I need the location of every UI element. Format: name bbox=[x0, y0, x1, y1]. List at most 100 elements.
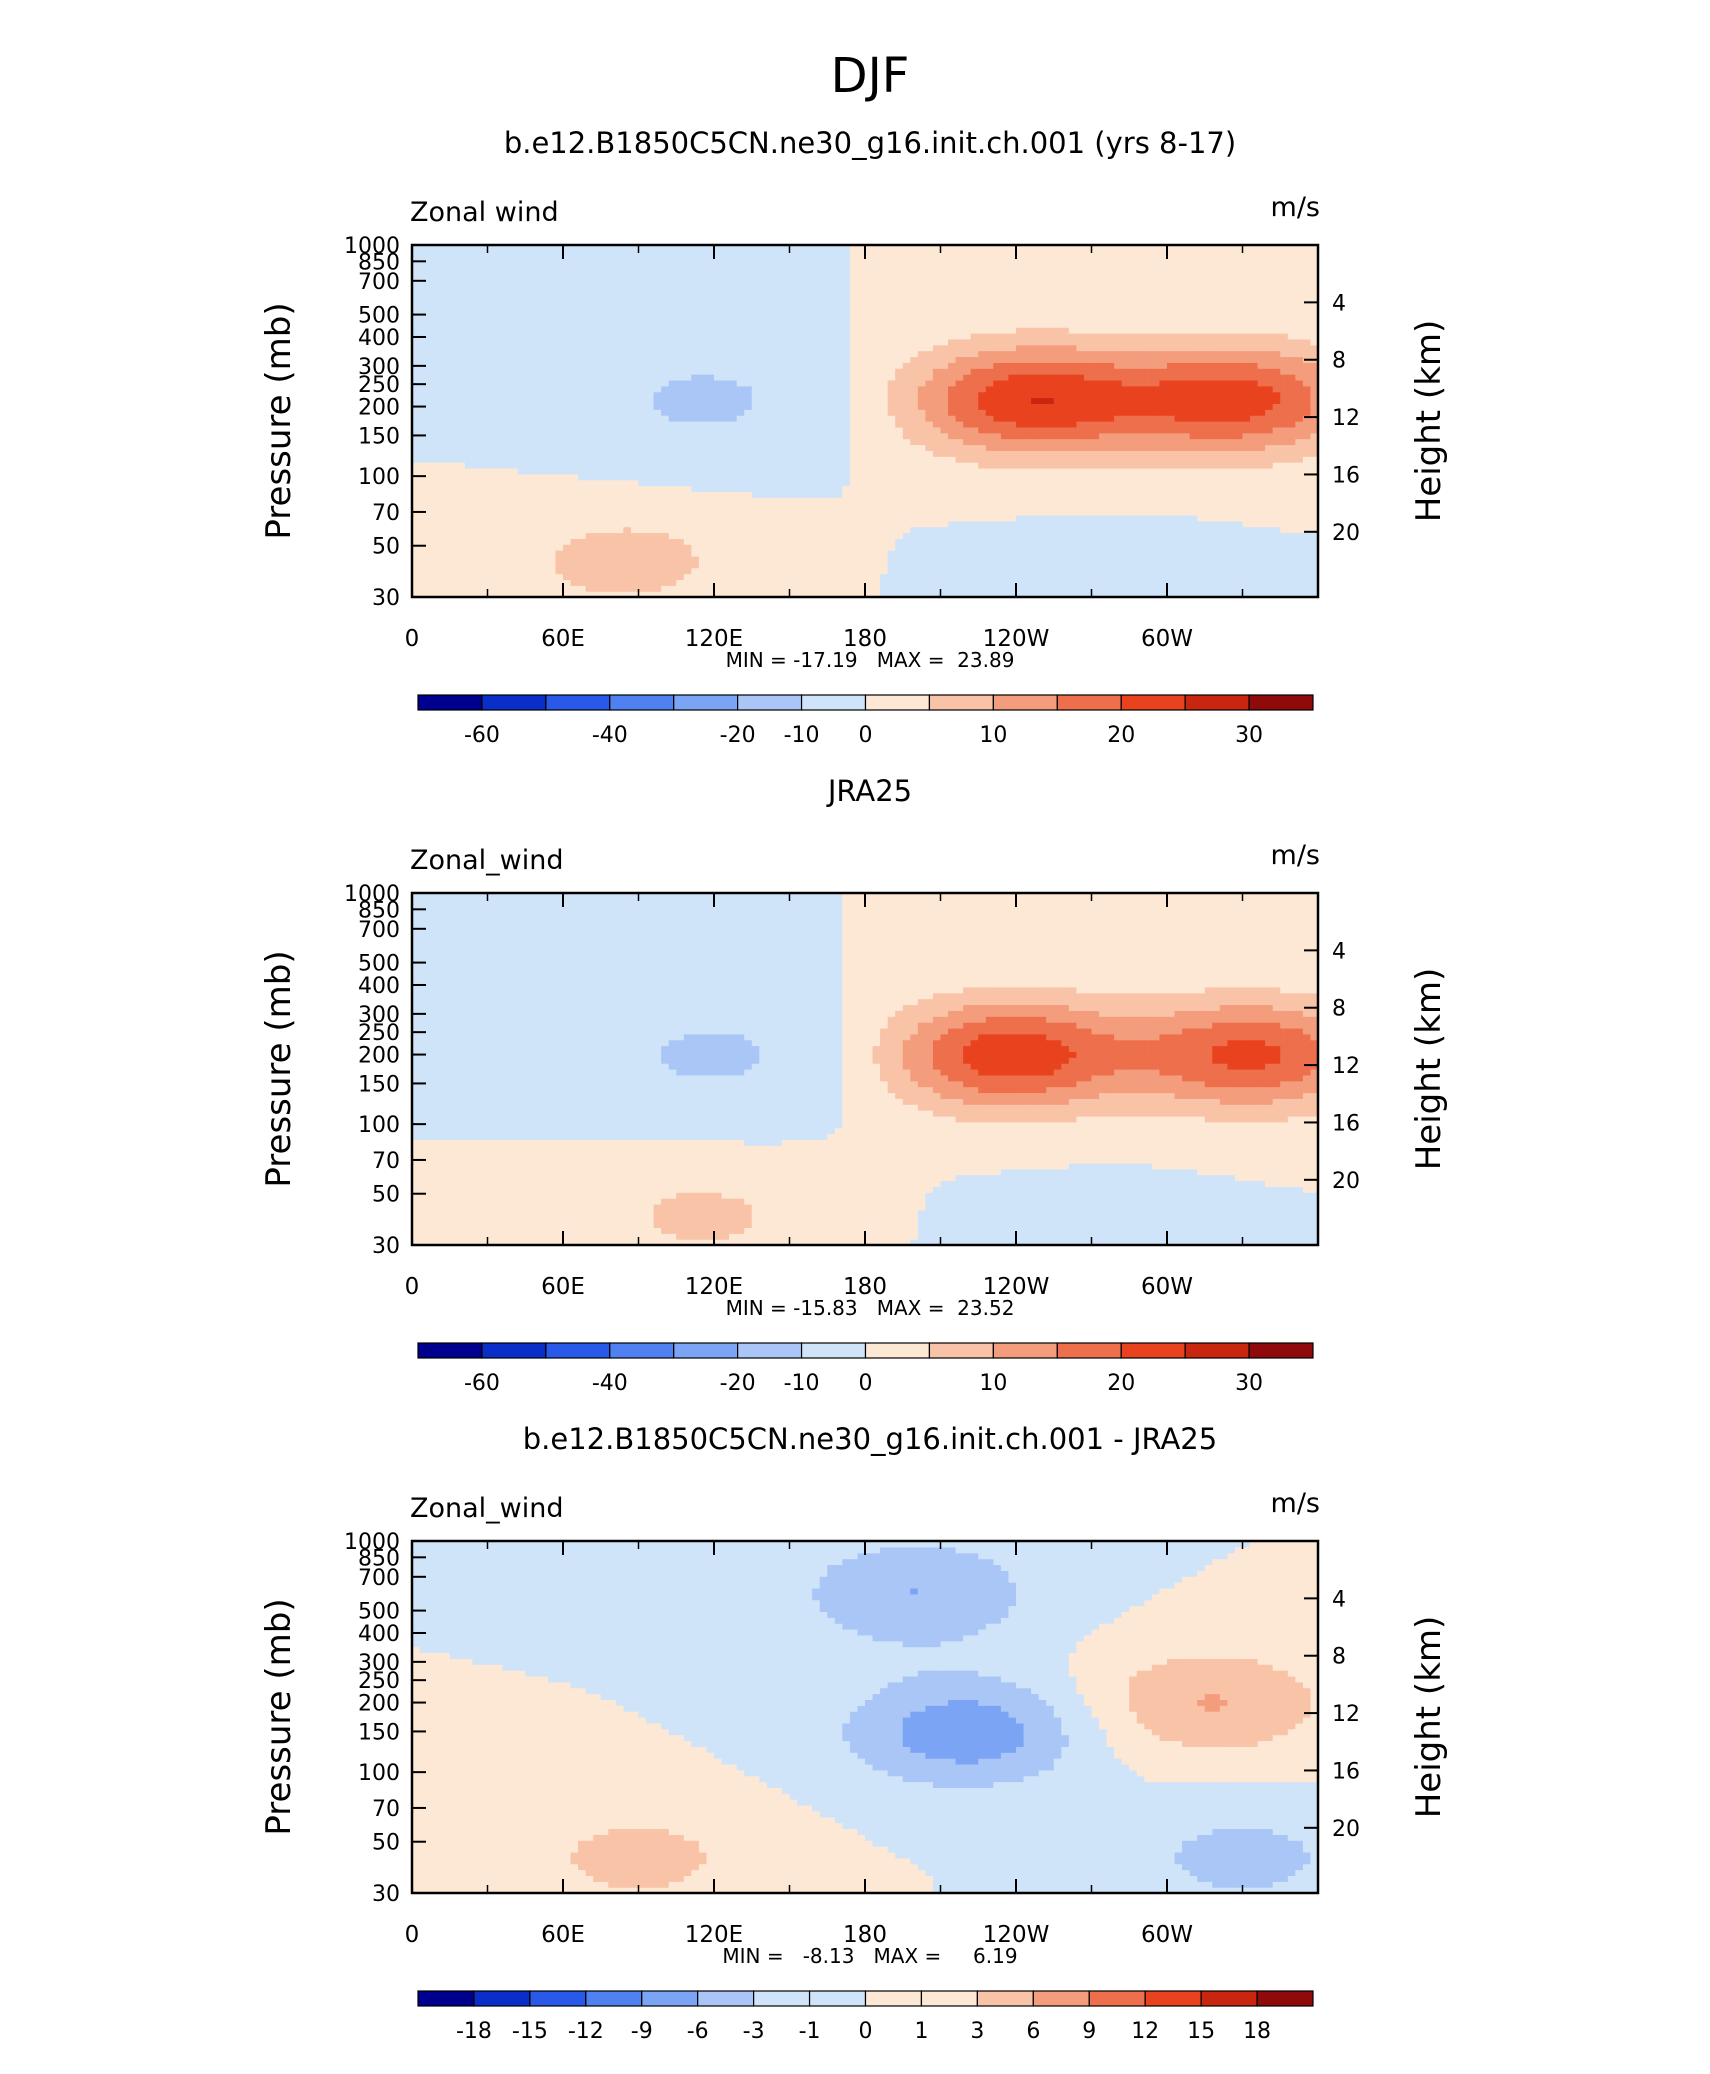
field-cell bbox=[668, 250, 677, 258]
field-cell bbox=[970, 356, 979, 363]
field-cell bbox=[729, 350, 738, 358]
field-cell bbox=[1008, 303, 1017, 311]
field-cell bbox=[729, 403, 738, 410]
field-cell bbox=[442, 438, 451, 446]
field-cell bbox=[479, 327, 489, 334]
field-cell bbox=[721, 268, 730, 275]
field-cell bbox=[993, 473, 1002, 481]
field-cell bbox=[970, 385, 979, 393]
field-cell bbox=[593, 550, 602, 557]
field-cell bbox=[555, 274, 564, 281]
field-cell bbox=[638, 479, 647, 487]
field-cell bbox=[510, 479, 519, 487]
field-cell bbox=[563, 526, 572, 534]
field-cell bbox=[615, 245, 624, 252]
field-cell bbox=[427, 338, 436, 346]
field-cell bbox=[970, 350, 979, 358]
field-cell bbox=[525, 509, 534, 516]
field-cell bbox=[472, 297, 481, 305]
field-cell bbox=[547, 362, 557, 369]
field-cell bbox=[940, 280, 949, 287]
field-cell bbox=[600, 286, 609, 293]
field-cell bbox=[600, 397, 609, 404]
field-cell bbox=[547, 573, 557, 580]
field-cell bbox=[525, 591, 534, 598]
field-cell bbox=[887, 374, 896, 381]
field-cell bbox=[887, 409, 896, 416]
field-cell bbox=[442, 555, 451, 563]
field-cell bbox=[472, 415, 481, 422]
field-cell bbox=[721, 385, 730, 393]
field-cell bbox=[615, 444, 624, 451]
field-cell bbox=[578, 509, 587, 516]
field-cell bbox=[714, 280, 723, 287]
field-cell bbox=[487, 403, 496, 410]
field-cell bbox=[1000, 385, 1010, 393]
field-cell bbox=[449, 391, 458, 399]
field-cell bbox=[442, 491, 451, 498]
field-cell bbox=[646, 315, 655, 322]
field-cell bbox=[842, 579, 851, 586]
field-cell bbox=[759, 520, 768, 528]
field-cell bbox=[729, 544, 738, 551]
field-cell bbox=[970, 256, 979, 264]
field-cell bbox=[842, 409, 851, 416]
field-cell bbox=[502, 268, 511, 275]
field-cell bbox=[751, 297, 760, 305]
field-cell bbox=[865, 532, 874, 539]
field-cell bbox=[698, 591, 708, 598]
field-cell bbox=[812, 503, 821, 510]
field-cell bbox=[1000, 456, 1010, 463]
field-cell bbox=[1016, 497, 1025, 504]
field-cell bbox=[479, 274, 489, 281]
field-cell bbox=[827, 444, 836, 451]
field-cell bbox=[668, 585, 677, 592]
field-cell bbox=[570, 520, 579, 528]
field-cell bbox=[781, 415, 791, 422]
field-cell bbox=[578, 397, 587, 404]
field-cell bbox=[895, 250, 904, 258]
field-cell bbox=[963, 567, 972, 575]
field-cell bbox=[729, 561, 738, 569]
field-cell bbox=[819, 491, 828, 498]
field-cell bbox=[495, 538, 504, 545]
field-cell bbox=[540, 256, 549, 264]
field-cell bbox=[434, 573, 443, 580]
field-cell bbox=[570, 462, 579, 469]
field-cell bbox=[563, 438, 572, 446]
field-cell bbox=[615, 338, 624, 346]
field-cell bbox=[812, 362, 821, 369]
field-cell bbox=[804, 526, 813, 534]
field-cell bbox=[985, 573, 994, 580]
field-cell bbox=[419, 426, 428, 434]
field-cell bbox=[766, 385, 775, 393]
field-cell bbox=[502, 356, 511, 363]
field-cell bbox=[827, 286, 836, 293]
field-cell bbox=[608, 444, 617, 451]
field-cell bbox=[910, 350, 919, 358]
field-cell bbox=[812, 473, 821, 481]
field-cell bbox=[925, 280, 934, 287]
field-cell bbox=[1008, 550, 1017, 557]
field-cell bbox=[698, 303, 708, 311]
field-cell bbox=[1000, 409, 1010, 416]
field-cell bbox=[615, 503, 624, 510]
field-cell bbox=[676, 550, 685, 557]
field-cell bbox=[774, 297, 783, 305]
field-cell bbox=[1023, 327, 1032, 334]
field-cell bbox=[653, 262, 662, 270]
field-cell bbox=[1031, 426, 1040, 434]
field-cell bbox=[1000, 491, 1010, 498]
field-cell bbox=[842, 297, 851, 305]
field-cell bbox=[774, 333, 783, 340]
field-cell bbox=[895, 256, 904, 264]
field-cell bbox=[412, 526, 421, 534]
field-cell bbox=[1031, 415, 1040, 422]
field-cell bbox=[532, 514, 541, 522]
field-cell bbox=[698, 555, 708, 563]
field-cell bbox=[419, 444, 428, 451]
field-cell bbox=[653, 286, 662, 293]
field-cell bbox=[774, 286, 783, 293]
field-cell bbox=[623, 497, 632, 504]
field-cell bbox=[464, 526, 473, 534]
